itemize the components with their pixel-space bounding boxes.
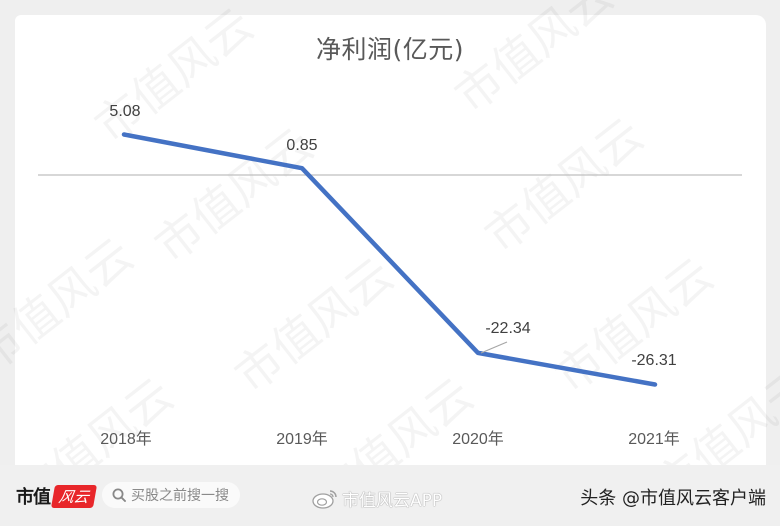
- logo-text: 市值: [16, 487, 51, 508]
- search-box[interactable]: 买股之前搜一搜: [102, 482, 240, 508]
- brand-logo: 市值 风云: [16, 484, 98, 508]
- weibo-icon: [312, 489, 337, 509]
- data-label: 5.08: [109, 103, 140, 120]
- chart-title: 净利润(亿元): [315, 35, 464, 64]
- x-tick-label: 2020年: [452, 430, 504, 448]
- weibo-watermark: 市值风云APP: [312, 486, 442, 511]
- label-leader-line: [480, 341, 508, 354]
- data-label: -22.34: [485, 320, 530, 337]
- data-label: -26.31: [631, 352, 676, 369]
- logo-badge: 风云: [50, 484, 98, 508]
- x-tick-label: 2018年: [100, 430, 152, 448]
- chart-card: [15, 15, 766, 465]
- weibo-label: 市值风云APP: [342, 491, 443, 511]
- x-tick-label: 2019年: [276, 430, 328, 448]
- toutiao-attribution: 头条 @市值风云客户端: [580, 488, 766, 509]
- search-placeholder: 买股之前搜一搜: [131, 488, 229, 504]
- net-profit-line: [121, 132, 658, 387]
- x-tick-label: 2021年: [628, 430, 680, 448]
- data-label: 0.85: [286, 137, 317, 154]
- search-icon: [112, 488, 126, 502]
